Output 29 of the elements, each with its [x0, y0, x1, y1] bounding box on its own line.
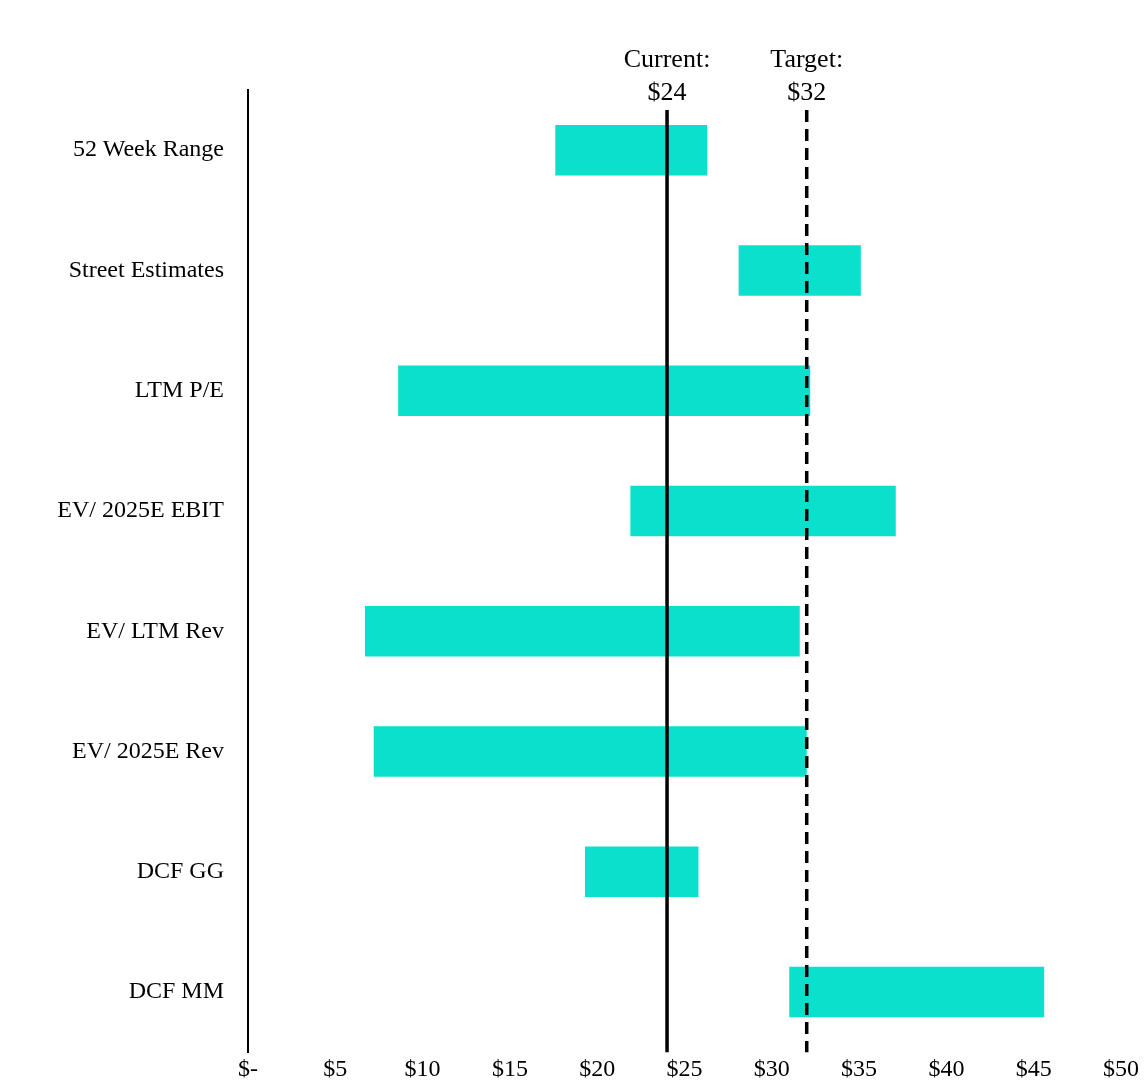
x-tick-label: $20: [579, 1054, 616, 1081]
x-tick-label: $25: [666, 1054, 703, 1081]
bar: [555, 124, 708, 176]
y-tick-label: DCF MM: [128, 977, 224, 1004]
y-tick-label: 52 Week Range: [73, 135, 224, 162]
y-tick-label: EV/ 2025E EBIT: [57, 496, 225, 523]
y-tick-label: EV/ LTM Rev: [86, 616, 224, 643]
bar: [738, 245, 861, 296]
x-tick-label: $50: [1103, 1054, 1139, 1081]
y-tick-label: Street Estimates: [68, 255, 224, 282]
y-tick-label: EV/ 2025E Rev: [72, 736, 224, 763]
x-tick-label: $-: [238, 1054, 258, 1081]
x-tick-label: $10: [404, 1054, 441, 1081]
bar: [373, 726, 807, 777]
x-tick-label: $5: [323, 1054, 348, 1081]
bar: [789, 966, 1045, 1018]
x-tick-label: $40: [928, 1054, 965, 1081]
x-tick-label: $45: [1015, 1054, 1052, 1081]
ref-line-label: Current: $24: [623, 44, 711, 106]
x-tick-label: $35: [841, 1054, 878, 1081]
bar: [630, 485, 896, 537]
x-tick-label: $30: [753, 1054, 790, 1081]
y-tick-label: DCF GG: [136, 857, 224, 884]
bar: [398, 365, 811, 416]
ref-line-label: Target: $32: [770, 44, 844, 106]
x-tick-label: $15: [491, 1054, 528, 1081]
bar: [584, 846, 699, 898]
bar: [364, 605, 800, 657]
y-tick-label: LTM P/E: [134, 375, 224, 402]
